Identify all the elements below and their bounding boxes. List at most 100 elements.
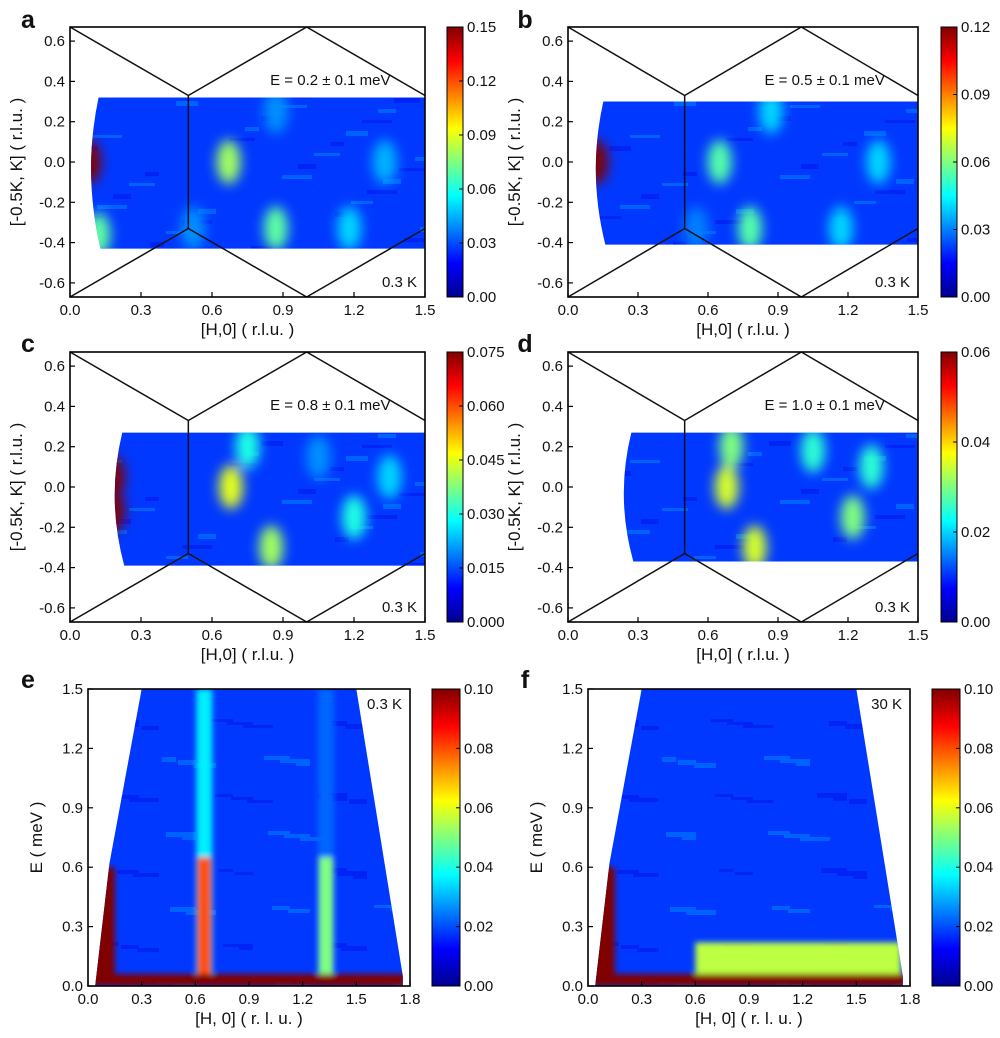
y-tick-label: 0.6 — [542, 358, 563, 375]
y-tick-label: 0.6 — [62, 859, 83, 876]
texture-streak — [682, 835, 696, 840]
texture-streak — [849, 799, 867, 804]
texture-streak — [890, 908, 903, 911]
texture-streak — [321, 868, 347, 873]
intensity-streak — [595, 867, 615, 986]
colorbar-tick-label: 0.09 — [467, 127, 496, 144]
texture-streak — [788, 909, 810, 913]
bz-line — [306, 552, 426, 623]
texture-streak — [176, 101, 198, 106]
colorbar-tick-label: 0.10 — [464, 681, 493, 698]
texture-streak — [353, 874, 367, 879]
texture-streak — [885, 120, 915, 123]
y-tick-label: 0.2 — [542, 439, 563, 456]
panel-b: 0.0 0.3 0.6 0.9 1.2 1.5 -0.6 -0.4 -0.2 0.0 0.2 0.4 0… — [505, 6, 990, 339]
texture-streak — [383, 179, 401, 184]
y-tick-label: 0.2 — [542, 114, 563, 131]
texture-streak — [171, 31, 193, 35]
texture-streak — [264, 756, 290, 760]
texture-streak — [896, 504, 914, 509]
y-tick-label: 0.6 — [44, 33, 65, 50]
intensity-column-core — [197, 857, 212, 977]
colorbar: 0.00 0.03 0.06 0.09 0.12 — [940, 19, 990, 306]
texture-streak — [129, 508, 155, 511]
x-axis-label: [H, 0] ( r. l. u. ) — [195, 1009, 303, 1028]
texture-streak — [113, 194, 131, 199]
texture-streak — [166, 556, 188, 559]
x-tick-label: 0.9 — [273, 627, 294, 644]
texture-streak — [261, 441, 283, 446]
texture-streak — [137, 948, 159, 952]
texture-streak — [737, 68, 763, 73]
colorbar-tick-label: 0.04 — [961, 434, 990, 451]
texture-streak — [842, 283, 868, 287]
texture-streak — [219, 268, 245, 272]
y-tick-label: 0.2 — [44, 439, 65, 456]
texture-streak — [885, 445, 915, 448]
texture-streak — [166, 832, 196, 837]
texture-streak — [341, 386, 363, 390]
texture-streak — [743, 725, 773, 728]
texture-streak — [357, 375, 387, 380]
texture-streak — [673, 567, 687, 572]
texture-streak — [641, 726, 659, 730]
x-tick-label: 0.0 — [78, 991, 99, 1008]
x-tick-label: 0.6 — [185, 991, 206, 1008]
texture-streak — [282, 175, 312, 179]
texture-streak — [683, 497, 697, 501]
colorbar-tick-label: 0.15 — [467, 19, 496, 36]
y-tick-label: -0.6 — [537, 275, 563, 292]
bz-line — [306, 227, 426, 298]
x-tick-label: 1.2 — [344, 627, 365, 644]
texture-streak — [171, 356, 193, 360]
intensity-spot — [684, 206, 709, 245]
x-tick-label: 1.5 — [346, 991, 367, 1008]
texture-streak — [76, 471, 98, 476]
texture-streak — [145, 172, 159, 176]
y-tick-label: 0.6 — [542, 33, 563, 50]
texture-streak — [610, 275, 640, 280]
texture-streak — [822, 478, 848, 481]
texture-streak — [578, 227, 592, 232]
colorbar-tick-label: 0.075 — [467, 344, 505, 361]
texture-streak — [155, 42, 169, 45]
heatmap-e — [95, 689, 403, 986]
texture-streak — [239, 947, 253, 950]
texture-streak — [768, 831, 790, 835]
bz-line — [187, 351, 308, 422]
texture-streak — [211, 719, 233, 722]
x-tick-label: 1.5 — [908, 302, 929, 319]
texture-streak — [726, 279, 744, 282]
texture-streak — [683, 172, 697, 176]
texture-streak — [800, 837, 830, 841]
texture-streak — [784, 834, 810, 838]
heatmap-background — [91, 97, 425, 249]
texture-streak — [402, 836, 403, 839]
texture-streak — [362, 445, 392, 448]
texture-streak — [415, 482, 425, 486]
texture-streak — [272, 906, 290, 910]
texture-streak — [829, 721, 847, 726]
texture-streak — [764, 756, 790, 760]
texture-streak — [133, 873, 159, 877]
texture-streak — [288, 909, 310, 913]
intensity-spot — [337, 206, 362, 249]
texture-streak — [367, 190, 397, 194]
texture-streak — [902, 836, 903, 839]
texture-streak — [694, 556, 716, 559]
heatmap-features — [595, 101, 891, 245]
bz-lines — [567, 351, 919, 623]
texture-streak — [620, 205, 650, 209]
panel-letter: b — [517, 6, 532, 34]
texture-streak — [780, 175, 810, 179]
panel-d: 0.0 0.3 0.6 0.9 1.2 1.5 -0.6 -0.4 -0.2 0.0 0.2 0.4 0… — [505, 330, 990, 664]
colorbar-tick-label: 0.03 — [961, 222, 990, 239]
texture-streak — [349, 799, 367, 804]
colorbar-tick-label: 0.06 — [961, 344, 990, 361]
heatmap-background — [623, 432, 918, 562]
texture-streak — [695, 90, 725, 93]
x-tick-label: 1.5 — [415, 302, 436, 319]
bz-line — [187, 26, 308, 97]
bz-lines — [69, 351, 426, 623]
intensity-spot — [218, 465, 243, 509]
